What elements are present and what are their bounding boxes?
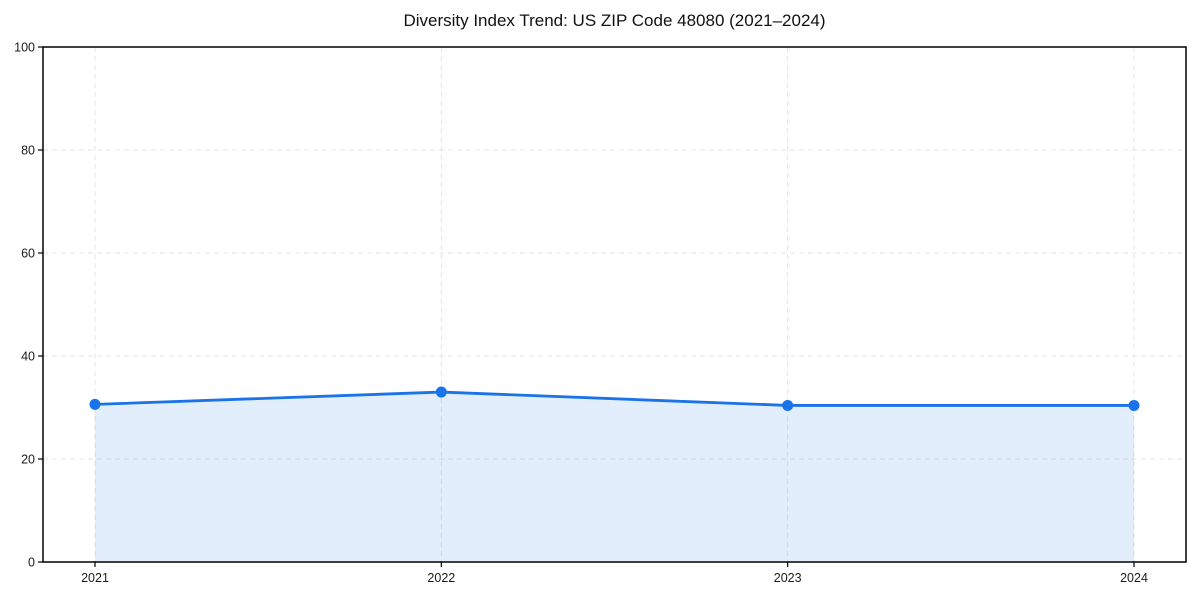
x-tick-label: 2024 — [1120, 571, 1148, 585]
data-point-2023 — [782, 399, 794, 411]
x-tick-label: 2021 — [81, 571, 109, 585]
data-point-2021 — [89, 398, 101, 410]
x-tick-label: 2023 — [774, 571, 802, 585]
x-tick-label: 2022 — [427, 571, 455, 585]
trend-line — [93, 390, 1136, 407]
area-fill — [95, 392, 1134, 562]
plot-border — [42, 46, 1187, 563]
y-tick-label: 60 — [21, 247, 35, 261]
data-point-2024 — [1128, 399, 1140, 411]
y-tick-label: 20 — [21, 453, 35, 467]
chart-title: Diversity Index Trend: US ZIP Code 48080… — [403, 11, 826, 30]
y-tick-label: 80 — [21, 144, 35, 158]
data-point-2022 — [435, 386, 447, 398]
y-tick-label: 40 — [21, 350, 35, 364]
y-tick-label: 100 — [14, 41, 35, 55]
y-tick-label: 0 — [28, 556, 35, 570]
